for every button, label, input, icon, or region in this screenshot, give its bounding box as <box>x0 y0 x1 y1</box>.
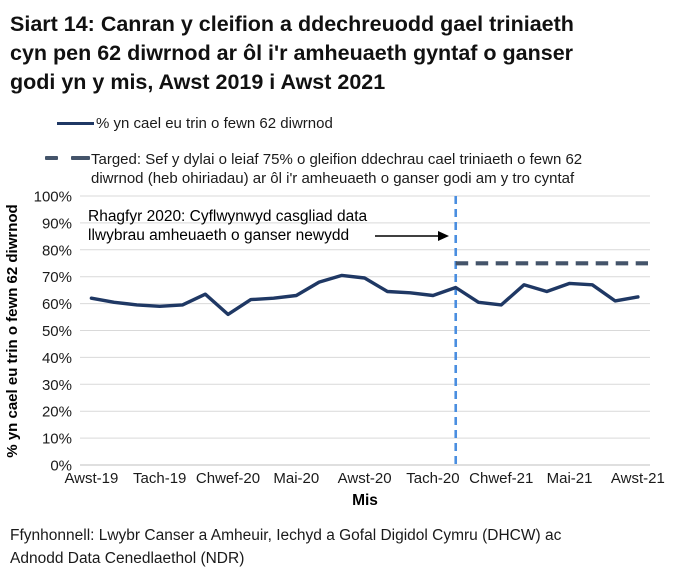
y-tick-label: 0% <box>50 458 72 475</box>
annotation-line-2: llwybrau amheuaeth o ganser newydd <box>88 227 349 244</box>
y-tick-label: 20% <box>42 404 72 421</box>
annotation-line-1: Rhagfyr 2020: Cyflwynwyd casgliad data <box>88 208 368 225</box>
legend-target-label-line-1: Targed: Sef y dylai o leiaf 75% o gleifi… <box>91 151 583 168</box>
x-tick-label: Awst-19 <box>64 470 118 487</box>
x-tick-label: Chwef-20 <box>196 470 260 487</box>
x-tick-label: Mai-20 <box>273 470 319 487</box>
x-tick-label: Tach-19 <box>133 470 186 487</box>
legend-series-label: % yn cael eu trin o fewn 62 diwrnod <box>96 115 333 132</box>
legend-target-label-line-2: diwrnod (heb ohiriadau) ar ôl i'r amheua… <box>91 170 575 187</box>
x-axis-title: Mis <box>352 492 378 509</box>
y-axis-title: % yn cael eu trin o fewn 62 diwrnod <box>4 204 21 457</box>
legend-target-label: Targed: Sef y dylai o leiaf 75% o gleifi… <box>91 150 666 188</box>
y-tick-label: 30% <box>42 377 72 394</box>
source-note: Ffynhonnell: Lwybr Canser a Amheuir, Iec… <box>10 524 665 570</box>
x-tick-label: Chwef-21 <box>469 470 533 487</box>
source-note-line-1: Ffynhonnell: Lwybr Canser a Amheuir, Iec… <box>10 527 562 544</box>
chart-title: Siart 14: Canran y cleifion a ddechreuod… <box>10 10 670 97</box>
y-tick-label: 70% <box>42 269 72 286</box>
annotation-arrow-head <box>438 231 449 241</box>
x-tick-label: Awst-20 <box>338 470 392 487</box>
y-tick-label: 90% <box>42 215 72 232</box>
legend-series-line-swatch <box>57 122 94 125</box>
source-note-line-2: Adnodd Data Cenedlaethol (NDR) <box>10 550 245 567</box>
chart-title-line-2: cyn pen 62 diwrnod ar ôl i'r amheuaeth g… <box>10 41 574 65</box>
y-tick-label: 40% <box>42 350 72 367</box>
y-tick-label: 10% <box>42 431 72 448</box>
x-tick-label: Tach-20 <box>406 470 459 487</box>
y-tick-label: 80% <box>42 242 72 259</box>
x-tick-label: Mai-21 <box>547 470 593 487</box>
y-axis-tick-labels: 0% 10% 20% 30% 40% 50% 60% 70% 80% 90% 100% <box>34 189 72 475</box>
y-tick-label: 60% <box>42 296 72 313</box>
chart-title-line-1: Siart 14: Canran y cleifion a ddechreuod… <box>10 12 574 36</box>
chart-title-line-3: godi yn y mis, Awst 2019 i Awst 2021 <box>10 70 386 94</box>
series-line <box>89 273 640 317</box>
x-axis-tick-labels: Awst-19 Tach-19 Chwef-20 Mai-20 Awst-20 Tach-… <box>64 470 664 487</box>
x-tick-label: Awst-21 <box>611 470 665 487</box>
y-tick-label: 50% <box>42 323 72 340</box>
legend-target-dash-swatch <box>45 156 58 160</box>
legend-target-dash-swatch <box>71 156 90 160</box>
y-tick-label: 100% <box>34 189 72 206</box>
chart-canvas: 0% 10% 20% 30% 40% 50% 60% 70% 80% 90% 100% Awst-1… <box>4 189 665 510</box>
gridlines <box>80 195 650 466</box>
